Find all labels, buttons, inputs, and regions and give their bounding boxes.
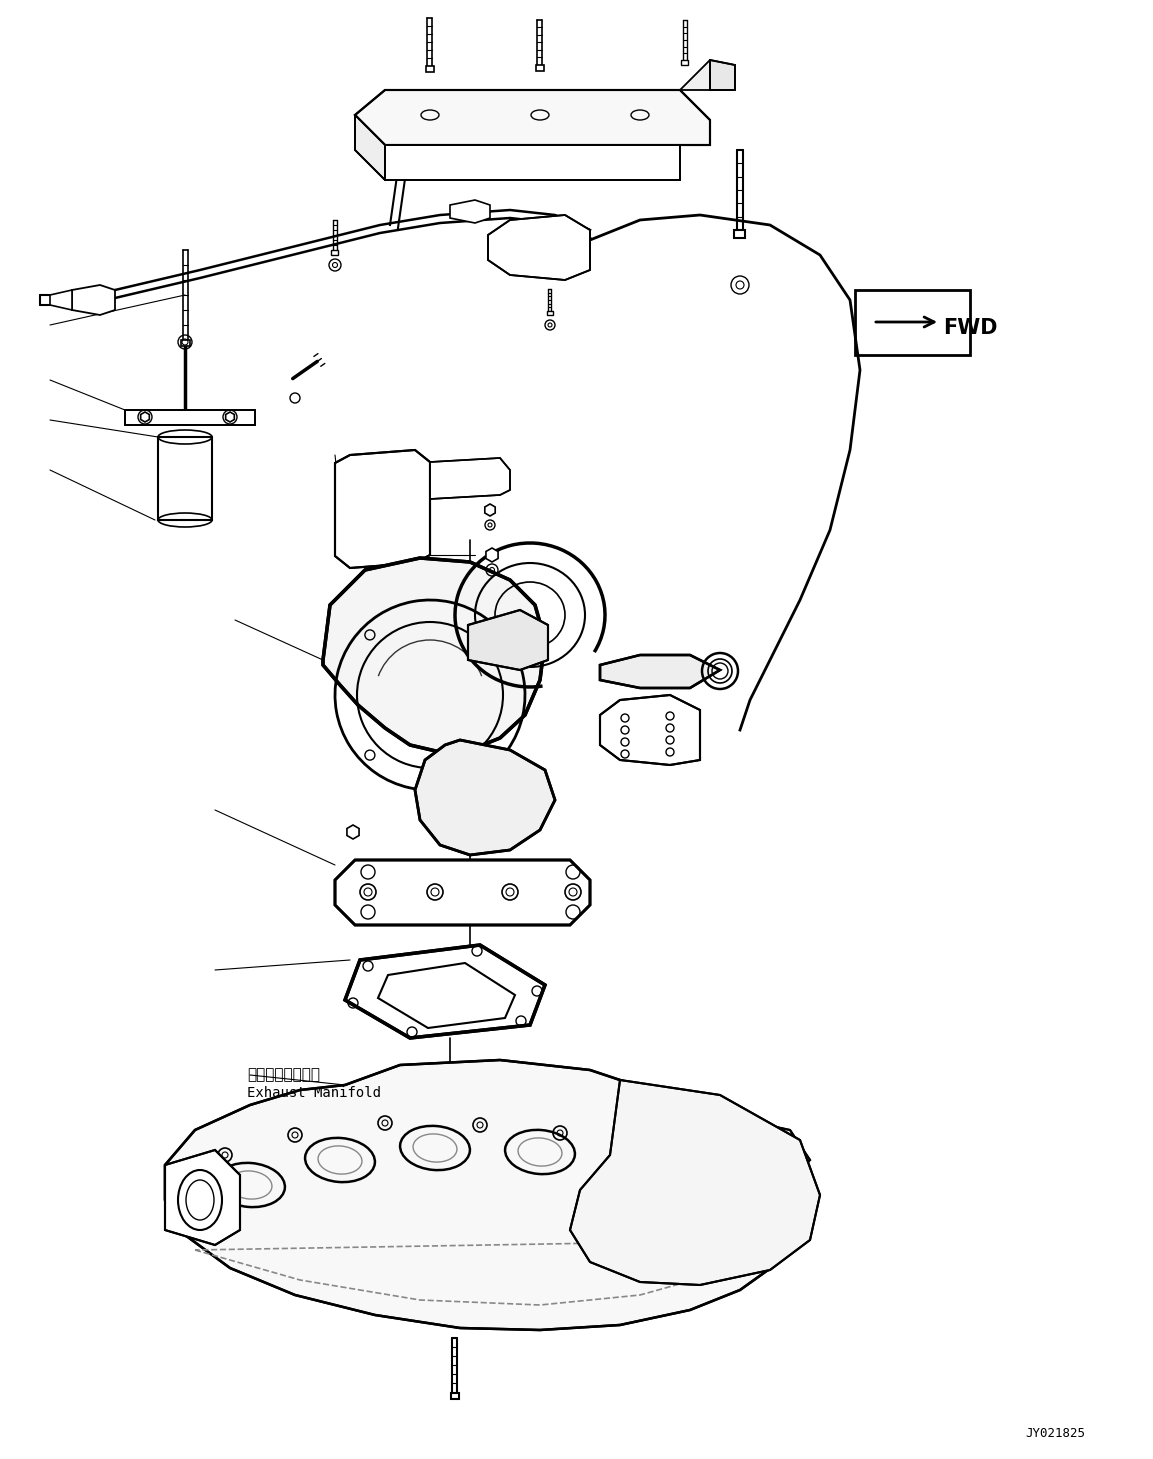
Polygon shape [450, 200, 490, 223]
Polygon shape [336, 449, 430, 568]
Polygon shape [323, 557, 545, 751]
Polygon shape [536, 64, 544, 70]
Polygon shape [485, 549, 498, 562]
Polygon shape [385, 144, 680, 179]
Polygon shape [332, 249, 339, 255]
Polygon shape [484, 503, 495, 516]
Text: JY021825: JY021825 [1025, 1427, 1085, 1440]
Polygon shape [415, 740, 555, 855]
Polygon shape [165, 1150, 240, 1245]
Bar [856, 290, 970, 355]
Polygon shape [125, 410, 255, 425]
Text: 排気マニホールド: 排気マニホールド [247, 1067, 321, 1083]
Polygon shape [451, 1392, 459, 1399]
Polygon shape [430, 458, 510, 499]
Polygon shape [719, 1115, 811, 1180]
Polygon shape [158, 438, 212, 519]
Polygon shape [336, 859, 590, 925]
Polygon shape [50, 290, 71, 309]
Polygon shape [355, 115, 385, 179]
Polygon shape [226, 411, 234, 422]
Polygon shape [681, 60, 688, 66]
Polygon shape [547, 311, 553, 315]
Polygon shape [355, 90, 710, 144]
Polygon shape [600, 655, 719, 689]
Polygon shape [734, 231, 746, 238]
Polygon shape [141, 411, 150, 422]
Polygon shape [181, 340, 189, 346]
Polygon shape [710, 60, 734, 90]
Polygon shape [345, 945, 545, 1037]
Polygon shape [425, 66, 434, 71]
Polygon shape [347, 824, 359, 839]
Text: Exhaust Manifold: Exhaust Manifold [247, 1085, 380, 1100]
Polygon shape [600, 694, 700, 765]
Polygon shape [488, 214, 590, 280]
Polygon shape [570, 1080, 820, 1285]
Text: FWD: FWD [943, 318, 997, 338]
Polygon shape [468, 610, 548, 670]
Polygon shape [680, 60, 710, 90]
Polygon shape [71, 285, 115, 315]
Polygon shape [165, 1061, 800, 1331]
